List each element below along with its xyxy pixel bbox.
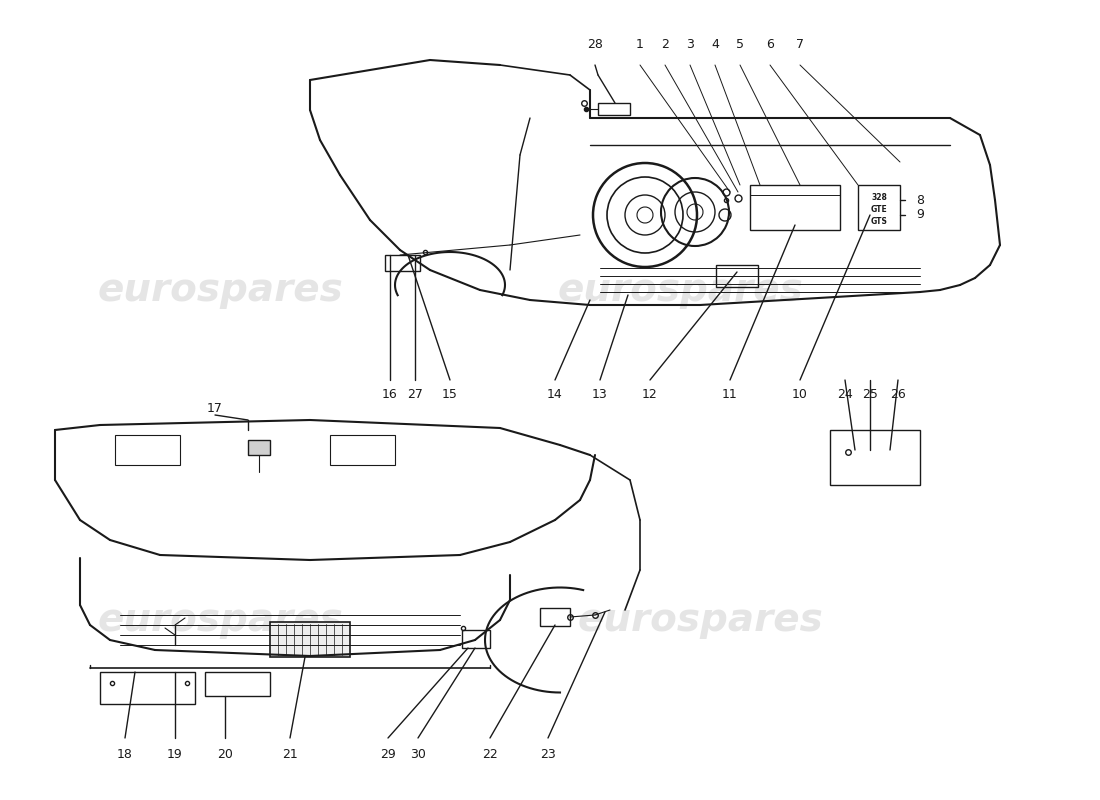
Text: 14: 14 xyxy=(547,389,563,402)
Bar xyxy=(540,608,570,626)
Text: 29: 29 xyxy=(381,749,396,762)
Text: 9: 9 xyxy=(916,209,924,222)
Text: 24: 24 xyxy=(837,389,852,402)
Bar xyxy=(598,103,630,115)
Text: 28: 28 xyxy=(587,38,603,51)
Text: 7: 7 xyxy=(796,38,804,51)
Text: eurospares: eurospares xyxy=(97,601,343,639)
Text: 23: 23 xyxy=(540,749,556,762)
Bar xyxy=(205,672,270,696)
Text: 15: 15 xyxy=(442,389,458,402)
Bar xyxy=(385,255,420,271)
Text: 11: 11 xyxy=(722,389,738,402)
Text: 6: 6 xyxy=(766,38,774,51)
Text: 2: 2 xyxy=(661,38,669,51)
Text: 18: 18 xyxy=(117,749,133,762)
Bar xyxy=(248,440,270,455)
Text: eurospares: eurospares xyxy=(578,601,823,639)
Text: 4: 4 xyxy=(711,38,719,51)
Text: 16: 16 xyxy=(382,389,398,402)
Bar xyxy=(716,265,758,287)
Text: 30: 30 xyxy=(410,749,426,762)
Text: 13: 13 xyxy=(592,389,608,402)
Text: 19: 19 xyxy=(167,749,183,762)
Text: 5: 5 xyxy=(736,38,744,51)
Text: 27: 27 xyxy=(407,389,422,402)
Bar xyxy=(270,622,350,657)
Text: 12: 12 xyxy=(642,389,658,402)
Text: 10: 10 xyxy=(792,389,807,402)
Text: 17: 17 xyxy=(207,402,223,414)
Bar xyxy=(116,435,180,465)
Text: 328: 328 xyxy=(871,194,887,202)
Text: 3: 3 xyxy=(686,38,694,51)
Bar xyxy=(830,430,920,485)
Text: 26: 26 xyxy=(890,389,906,402)
Bar xyxy=(750,185,840,230)
Text: 25: 25 xyxy=(862,389,878,402)
Bar xyxy=(462,630,490,648)
Text: 22: 22 xyxy=(482,749,498,762)
Text: 20: 20 xyxy=(217,749,233,762)
Text: GTE: GTE xyxy=(870,206,888,214)
Text: 1: 1 xyxy=(636,38,644,51)
Text: 21: 21 xyxy=(282,749,298,762)
Bar xyxy=(330,435,395,465)
Text: GTS: GTS xyxy=(870,218,888,226)
Bar xyxy=(100,672,195,704)
Text: 8: 8 xyxy=(916,194,924,206)
Text: eurospares: eurospares xyxy=(97,271,343,309)
Text: eurospares: eurospares xyxy=(557,271,803,309)
Bar xyxy=(858,185,900,230)
